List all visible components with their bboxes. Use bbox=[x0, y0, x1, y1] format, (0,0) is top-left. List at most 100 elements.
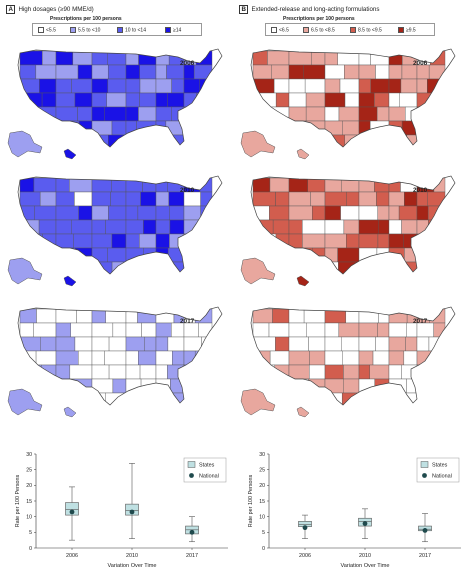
state-cell bbox=[155, 247, 169, 263]
state-cell bbox=[324, 120, 343, 136]
state-cell bbox=[139, 364, 157, 380]
state-cell bbox=[429, 134, 446, 147]
state-cell bbox=[252, 191, 276, 207]
panel-a-legend-label-0: <5.5 bbox=[46, 27, 56, 34]
state-cell bbox=[388, 322, 407, 338]
state-cell bbox=[69, 364, 93, 380]
state-cell bbox=[402, 392, 418, 405]
state-cell bbox=[183, 120, 197, 136]
state-cell bbox=[55, 247, 76, 263]
state-cell bbox=[302, 233, 326, 249]
state-cell bbox=[197, 378, 213, 394]
panel-b-legend-swatch-2 bbox=[350, 27, 356, 33]
state-cell bbox=[306, 392, 326, 405]
state-cell bbox=[141, 322, 157, 338]
state-cell bbox=[342, 350, 360, 366]
state-cell bbox=[104, 106, 127, 122]
state-cell bbox=[137, 308, 157, 324]
state-cell bbox=[183, 191, 201, 207]
state-cell bbox=[377, 233, 390, 249]
state-cell bbox=[125, 336, 145, 352]
state-cell bbox=[78, 350, 93, 366]
panel-b-title: B Extended-release and long-acting formul… bbox=[239, 5, 379, 14]
state-cell bbox=[288, 92, 307, 108]
state-cell bbox=[429, 106, 446, 122]
state-cell bbox=[55, 134, 70, 147]
panel-a-legend-item-1: 5.5 to <10 bbox=[70, 27, 100, 33]
panel-b-title-text: Extended-release and long-acting formula… bbox=[251, 6, 380, 13]
legend-states-label: States bbox=[432, 463, 448, 469]
state-cell bbox=[324, 134, 345, 147]
panel-b: B Extended-release and long-acting formul… bbox=[233, 0, 466, 579]
state-cell bbox=[340, 205, 360, 221]
us-outline bbox=[250, 175, 456, 275]
state-cell bbox=[199, 219, 213, 235]
state-cell bbox=[358, 106, 378, 122]
state-cell bbox=[125, 106, 139, 122]
state-cell bbox=[416, 322, 434, 338]
state-cell bbox=[125, 64, 140, 80]
state-cell bbox=[111, 261, 127, 274]
state-cell bbox=[171, 322, 185, 338]
state-cell bbox=[388, 191, 405, 207]
panel-b-map-year-2017: 2017 bbox=[413, 318, 428, 325]
us-outline bbox=[250, 306, 456, 406]
state-cell bbox=[416, 78, 428, 94]
state-cell bbox=[55, 261, 77, 274]
state-cell bbox=[324, 233, 347, 249]
state-cell bbox=[19, 50, 43, 66]
state-cell bbox=[377, 205, 390, 221]
state-cell bbox=[288, 350, 310, 366]
state-cell bbox=[34, 378, 57, 394]
national-point bbox=[129, 509, 135, 515]
state-cell bbox=[125, 50, 139, 66]
state-cell bbox=[125, 191, 141, 207]
panel-b-map-2006 bbox=[240, 48, 456, 160]
state-cell bbox=[288, 336, 309, 352]
state-cell bbox=[125, 219, 144, 235]
state-cell bbox=[91, 350, 105, 366]
state-cell bbox=[416, 64, 430, 80]
panel-a-legend-box: <5.5 5.5 to <10 10 to <14 ≥14 bbox=[32, 23, 202, 36]
legend-national-label: National bbox=[432, 474, 452, 480]
x-tick-label: 2006 bbox=[299, 553, 311, 559]
state-cell bbox=[41, 92, 57, 108]
state-cell bbox=[55, 106, 78, 122]
state-cell bbox=[252, 364, 275, 380]
panel-b-legend-swatch-3 bbox=[398, 27, 404, 33]
state-cell bbox=[91, 106, 105, 122]
state-cell bbox=[19, 106, 34, 122]
state-cell bbox=[198, 233, 213, 249]
state-cell bbox=[55, 177, 70, 193]
state-cell bbox=[310, 261, 326, 274]
state-cell bbox=[369, 120, 390, 136]
state-cell bbox=[375, 261, 390, 274]
state-cell bbox=[266, 106, 290, 122]
state-cell bbox=[252, 308, 273, 324]
panel-a: A High dosages (≥90 MME/d) Prescriptions … bbox=[0, 0, 233, 579]
state-cell bbox=[19, 233, 43, 249]
state-cell bbox=[91, 134, 109, 147]
state-cell bbox=[142, 134, 157, 147]
state-cell bbox=[308, 336, 326, 352]
state-cell bbox=[252, 177, 271, 193]
state-cell bbox=[252, 233, 277, 249]
state-cell bbox=[404, 191, 418, 207]
state-cell bbox=[338, 261, 360, 274]
state-cell bbox=[338, 106, 360, 122]
state-cell bbox=[125, 134, 144, 147]
state-cell bbox=[172, 350, 185, 366]
state-cell bbox=[416, 205, 429, 221]
state-cell bbox=[19, 308, 37, 324]
national-point bbox=[422, 528, 428, 533]
state-cell bbox=[388, 350, 405, 366]
state-cell bbox=[104, 350, 127, 366]
state-cell bbox=[358, 78, 371, 94]
state-cell bbox=[416, 350, 433, 366]
panel-a-legend-item-2: 10 to <14 bbox=[117, 27, 146, 33]
x-axis-label: Variation Over Time bbox=[107, 563, 156, 569]
panel-a-map-year-2017: 2017 bbox=[180, 318, 195, 325]
state-cell bbox=[324, 322, 340, 338]
state-cell bbox=[388, 378, 407, 394]
state-cell bbox=[388, 177, 401, 193]
